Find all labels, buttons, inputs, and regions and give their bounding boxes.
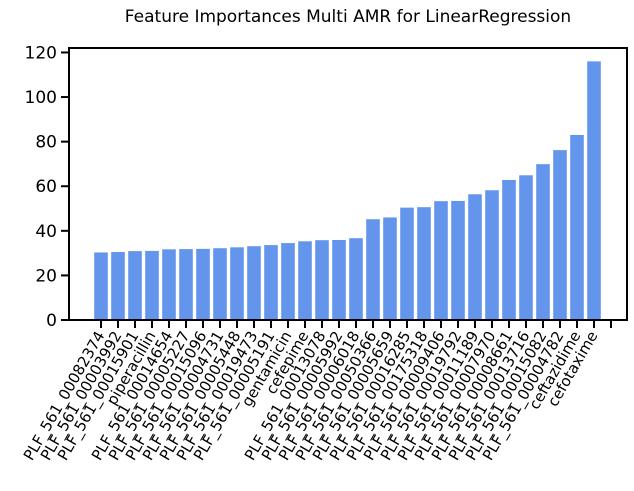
bar-6 [179, 249, 193, 320]
x-axis: PLF_561_00082374PLF_561_00003992PLF_561_… [20, 320, 612, 464]
y-tick-label-100: 100 [25, 88, 57, 108]
y-tick-label-0: 0 [46, 311, 57, 331]
bars-layer [94, 61, 601, 320]
plot-frame [68, 47, 628, 321]
bar-25 [502, 179, 516, 320]
y-tick-label-60: 60 [35, 177, 57, 197]
bar-16 [349, 238, 363, 320]
y-tick-label-120: 120 [25, 43, 57, 63]
bar-18 [383, 217, 397, 320]
bar-5 [162, 249, 176, 320]
y-tick-label-80: 80 [35, 133, 57, 153]
bar-9 [230, 247, 244, 320]
bar-20 [417, 207, 431, 320]
bar-13 [298, 241, 312, 320]
bar-14 [315, 240, 329, 320]
bar-7 [196, 248, 210, 320]
bar-24 [485, 190, 499, 320]
bar-8 [213, 248, 227, 320]
bar-2 [111, 252, 125, 320]
bar-15 [332, 239, 346, 320]
y-tick-label-20: 20 [35, 266, 57, 286]
bar-23 [468, 194, 482, 320]
y-axis: 0 20 40 60 80 100 120 [25, 43, 69, 331]
bar-27 [536, 164, 550, 320]
bar-21 [434, 201, 448, 320]
bar-29 [570, 134, 584, 320]
bar-19 [400, 207, 414, 320]
bar-3 [128, 251, 142, 320]
chart-title: Feature Importances Multi AMR for Linear… [125, 7, 571, 27]
bar-26 [519, 175, 533, 320]
bar-4 [145, 250, 159, 320]
bar-30 [587, 61, 601, 320]
bar-10 [247, 246, 261, 320]
y-tick-label-40: 40 [35, 222, 57, 242]
bar-12 [281, 243, 295, 320]
bar-17 [366, 219, 380, 320]
bar-28 [553, 150, 567, 320]
bar-1 [94, 252, 108, 320]
bar-22 [451, 200, 465, 320]
bar-11 [264, 245, 278, 320]
